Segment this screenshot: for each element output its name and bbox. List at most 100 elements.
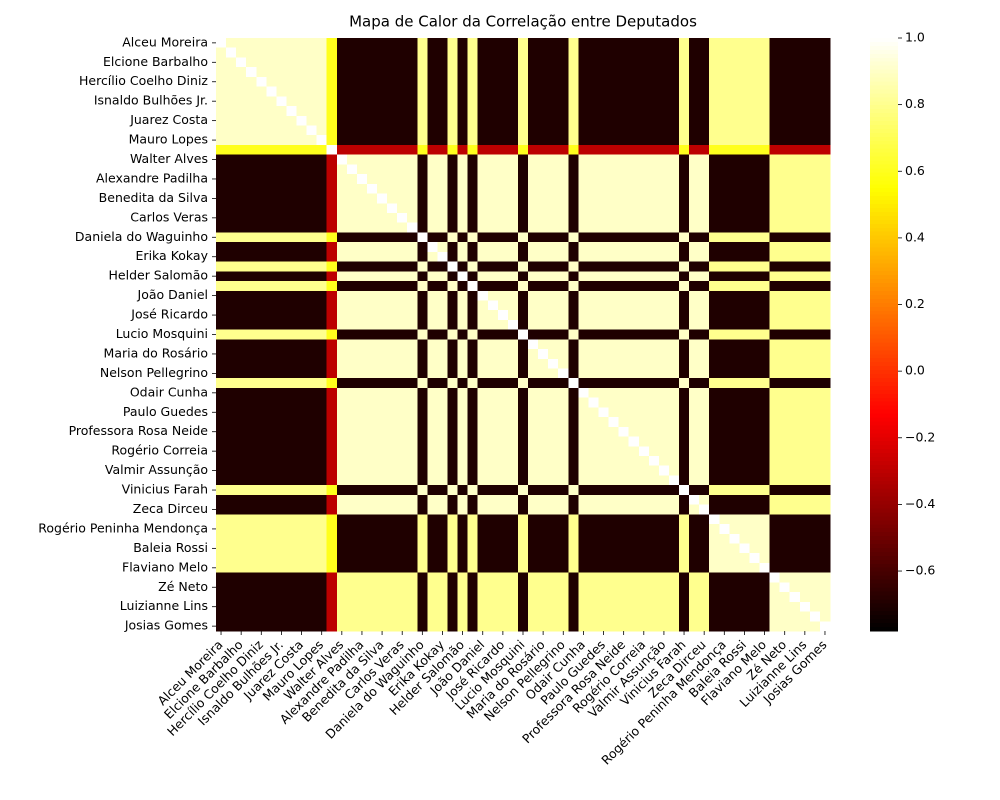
heatmap-cell [256,164,267,175]
heatmap-cell [276,222,287,233]
heatmap-cell [729,387,740,399]
heatmap-cell [759,38,771,49]
heatmap-cell [477,339,489,350]
heatmap-cell [598,572,609,583]
heatmap-cell [417,465,428,476]
heatmap-cell [417,96,428,107]
heatmap-cell [568,543,579,554]
heatmap-cell [658,232,670,243]
heatmap-cell [538,135,549,146]
heatmap-cell [417,38,428,49]
heatmap-cell [316,417,328,428]
heatmap-cell [326,426,338,437]
heatmap-cell [789,222,801,233]
heatmap-cell [638,485,650,496]
heatmap-cell [447,407,458,418]
heatmap-cell [769,436,781,447]
heatmap-cell [668,144,680,156]
heatmap-cell [326,339,338,350]
heatmap-cell [306,300,318,311]
heatmap-cell [719,475,730,486]
heatmap-cell [719,582,730,593]
heatmap-cell [407,193,418,204]
heatmap-cell [729,621,740,632]
heatmap-cell [799,115,811,126]
heatmap-cell [648,572,660,583]
heatmap-cell [507,271,519,282]
heatmap-cell [749,553,760,564]
heatmap-cell [457,135,469,146]
heatmap-cell [538,601,549,612]
heatmap-cell [709,446,720,457]
heatmap-cell [809,261,821,272]
heatmap-cell [709,115,720,126]
heatmap-cell [457,349,469,360]
heatmap-cell [749,300,760,311]
heatmap-cell [779,446,791,457]
heatmap-cell [397,67,408,78]
heatmap-cell [276,125,287,136]
heatmap-cell [759,514,771,525]
heatmap-cell [739,407,750,418]
heatmap-cell [246,203,257,214]
heatmap-cell [709,485,720,496]
heatmap-cell [296,553,307,564]
heatmap-cell [286,232,297,243]
heatmap-cell [296,96,307,107]
heatmap-cell [638,222,650,233]
heatmap-cell [296,407,307,418]
heatmap-cell [568,57,579,68]
heatmap-cell [699,183,710,194]
heatmap-cell [266,533,277,544]
heatmap-cell [759,524,771,535]
heatmap-cell [588,222,599,233]
heatmap-cell [658,47,670,58]
heatmap-cell [226,222,237,233]
heatmap-cell [457,47,469,58]
heatmap-cell [377,251,388,262]
heatmap-cell [588,135,599,146]
heatmap-cell [709,524,720,535]
heatmap-cell [246,582,257,593]
heatmap-cell [266,203,277,214]
heatmap-cell [799,514,811,525]
heatmap-cell [608,47,620,58]
heatmap-cell [397,115,408,126]
heatmap-cell [739,76,750,88]
colorbar-slice [870,342,898,347]
heatmap-cell [679,319,690,331]
heatmap-cell [588,504,599,515]
heatmap-cell [296,611,307,622]
heatmap-cell [819,47,831,58]
heatmap-cell [679,106,690,117]
heatmap-cell [819,533,831,544]
heatmap-cell [517,358,529,369]
heatmap-cell [356,533,368,544]
colorbar-slice [870,57,898,63]
heatmap-cell [699,407,710,418]
heatmap-cell [689,174,700,185]
heatmap-cell [407,203,418,214]
heatmap-cell [216,106,227,117]
colorbar-slice [870,223,898,229]
heatmap-cell [236,193,247,204]
heatmap-cell [598,417,609,428]
heatmap-cell [739,543,750,554]
heatmap-cell [467,397,479,408]
heatmap-cell [397,436,408,447]
heatmap-cell [236,174,247,185]
heatmap-cell [668,562,680,574]
heatmap-cell [819,67,831,78]
heatmap-cell [799,135,811,146]
heatmap-cell [246,164,257,175]
heatmap-cell [658,96,670,107]
heatmap-cell [628,465,640,476]
heatmap-cell [568,553,579,564]
heatmap-cell [226,397,237,408]
heatmap-cell [739,611,750,622]
heatmap-cell [789,154,801,165]
heatmap-cell [407,368,418,379]
heatmap-cell [588,300,599,311]
heatmap-cell [417,183,428,194]
heatmap-cell [608,76,620,88]
